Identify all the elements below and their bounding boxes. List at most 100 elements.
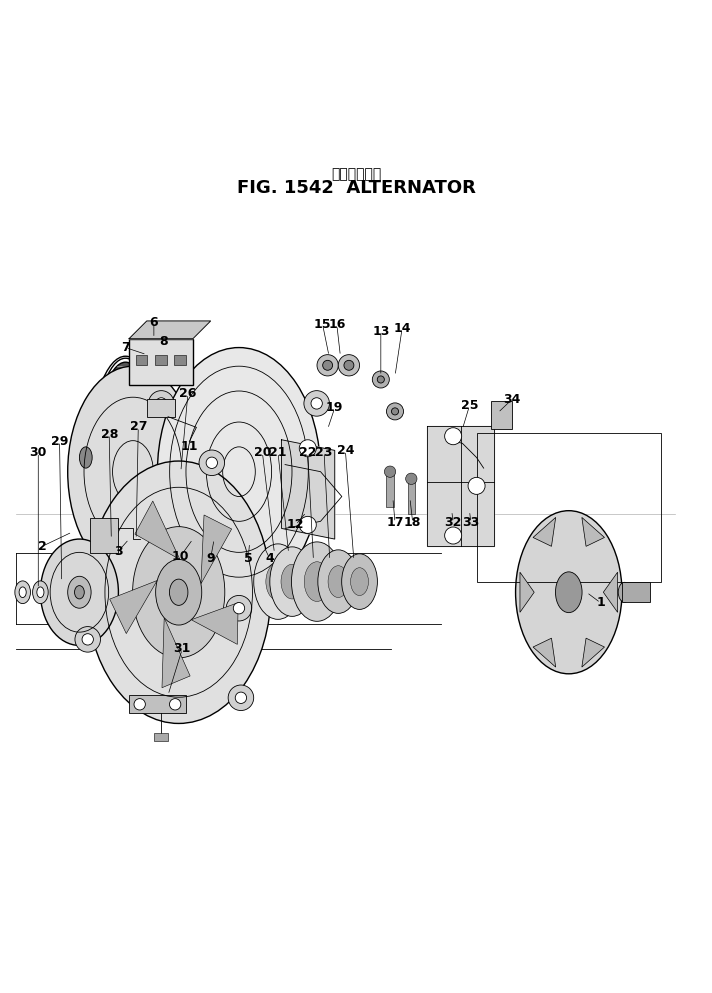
- Ellipse shape: [270, 547, 315, 617]
- Ellipse shape: [618, 582, 631, 602]
- Text: 7: 7: [121, 341, 130, 355]
- Ellipse shape: [281, 564, 303, 599]
- Ellipse shape: [253, 544, 302, 620]
- Polygon shape: [533, 517, 555, 546]
- Polygon shape: [427, 426, 494, 546]
- Text: 27: 27: [130, 420, 147, 434]
- Bar: [387, 472, 394, 507]
- Polygon shape: [201, 515, 231, 584]
- Bar: [491, 401, 512, 429]
- Polygon shape: [582, 517, 604, 546]
- Circle shape: [226, 596, 252, 621]
- Ellipse shape: [342, 554, 377, 610]
- Text: 8: 8: [159, 336, 167, 349]
- Ellipse shape: [15, 581, 31, 604]
- Circle shape: [387, 403, 404, 420]
- Ellipse shape: [33, 581, 48, 604]
- Bar: [408, 479, 415, 514]
- Ellipse shape: [86, 461, 271, 724]
- Circle shape: [304, 390, 330, 416]
- Text: 12: 12: [287, 518, 305, 531]
- Circle shape: [445, 527, 461, 544]
- Circle shape: [406, 473, 417, 485]
- Bar: [476, 433, 661, 582]
- Text: 3: 3: [114, 544, 122, 558]
- Polygon shape: [162, 618, 190, 688]
- Circle shape: [384, 466, 396, 478]
- Bar: [136, 355, 147, 365]
- Circle shape: [299, 516, 316, 533]
- Circle shape: [372, 371, 389, 388]
- Circle shape: [323, 360, 333, 370]
- Polygon shape: [133, 348, 157, 596]
- Ellipse shape: [132, 526, 225, 657]
- Circle shape: [134, 699, 145, 710]
- Text: 20: 20: [253, 446, 271, 459]
- Text: 33: 33: [462, 516, 479, 529]
- Text: 16: 16: [328, 319, 345, 332]
- Text: 15: 15: [314, 319, 331, 332]
- Text: 18: 18: [404, 516, 422, 529]
- Bar: [129, 339, 193, 385]
- Ellipse shape: [156, 559, 201, 625]
- Ellipse shape: [157, 348, 320, 596]
- Circle shape: [377, 376, 384, 383]
- Circle shape: [206, 457, 217, 469]
- Text: 14: 14: [393, 322, 411, 335]
- Text: 6: 6: [150, 316, 158, 330]
- Polygon shape: [520, 572, 534, 613]
- Circle shape: [344, 360, 354, 370]
- Circle shape: [234, 603, 245, 614]
- Ellipse shape: [291, 542, 342, 622]
- Text: 26: 26: [179, 387, 197, 400]
- Polygon shape: [281, 440, 335, 539]
- Text: 5: 5: [244, 552, 253, 565]
- Circle shape: [468, 478, 485, 495]
- Circle shape: [169, 699, 181, 710]
- Ellipse shape: [350, 568, 369, 596]
- Ellipse shape: [68, 366, 198, 577]
- Text: 24: 24: [337, 444, 354, 457]
- Text: 11: 11: [181, 440, 198, 454]
- Text: 21: 21: [269, 446, 287, 459]
- Text: 22: 22: [299, 446, 317, 459]
- Bar: [155, 355, 167, 365]
- Circle shape: [311, 398, 323, 409]
- Circle shape: [235, 692, 246, 703]
- Circle shape: [149, 390, 174, 416]
- Text: 31: 31: [174, 642, 191, 655]
- Bar: [622, 582, 650, 602]
- Ellipse shape: [41, 539, 118, 645]
- Text: 9: 9: [206, 552, 215, 565]
- Text: 34: 34: [503, 393, 520, 406]
- Text: 17: 17: [386, 516, 404, 529]
- Text: 25: 25: [461, 399, 478, 412]
- Polygon shape: [603, 572, 617, 613]
- Polygon shape: [110, 581, 157, 634]
- Text: 29: 29: [51, 435, 68, 448]
- Ellipse shape: [266, 563, 290, 601]
- Polygon shape: [135, 501, 180, 559]
- Ellipse shape: [318, 550, 359, 614]
- Ellipse shape: [515, 510, 622, 674]
- Ellipse shape: [75, 586, 84, 599]
- Circle shape: [82, 634, 93, 645]
- Circle shape: [299, 440, 316, 457]
- Polygon shape: [192, 603, 239, 644]
- Text: 28: 28: [100, 428, 118, 441]
- Ellipse shape: [19, 587, 26, 598]
- Text: FIG. 1542  ALTERNATOR: FIG. 1542 ALTERNATOR: [236, 179, 476, 197]
- Bar: [154, 733, 168, 741]
- Circle shape: [445, 428, 461, 445]
- Text: 10: 10: [172, 550, 189, 563]
- Circle shape: [199, 450, 224, 476]
- Polygon shape: [582, 638, 604, 667]
- Text: 1: 1: [597, 597, 605, 610]
- Polygon shape: [129, 321, 211, 339]
- Circle shape: [156, 398, 167, 409]
- Text: オルタネータ: オルタネータ: [331, 167, 381, 181]
- Text: 13: 13: [372, 326, 389, 339]
- Circle shape: [75, 627, 100, 652]
- Circle shape: [392, 408, 399, 415]
- Ellipse shape: [555, 572, 582, 613]
